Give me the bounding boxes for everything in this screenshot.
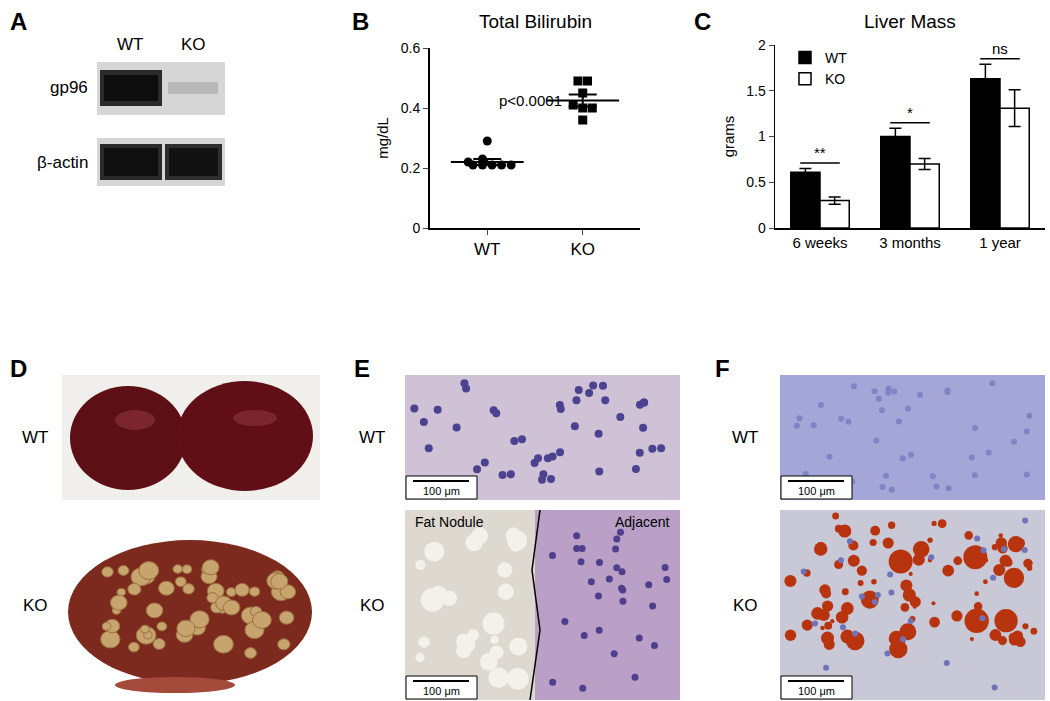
- svg-text:1 year: 1 year: [979, 234, 1021, 251]
- svg-text:100 μm: 100 μm: [798, 685, 835, 697]
- svg-text:gp96: gp96: [50, 78, 88, 97]
- svg-text:KO: KO: [570, 240, 595, 259]
- svg-text:0.4: 0.4: [401, 100, 421, 116]
- svg-text:A: A: [10, 8, 27, 35]
- svg-text:F: F: [715, 355, 730, 382]
- svg-text:KO: KO: [181, 35, 206, 54]
- svg-text:100 μm: 100 μm: [423, 485, 460, 497]
- svg-text:0.5: 0.5: [746, 174, 766, 190]
- svg-text:0: 0: [412, 220, 420, 236]
- svg-text:β-actin: β-actin: [37, 153, 88, 172]
- svg-text:B: B: [352, 8, 369, 35]
- svg-text:p<0.0001: p<0.0001: [499, 92, 562, 109]
- svg-text:WT: WT: [117, 35, 143, 54]
- svg-text:WT: WT: [732, 428, 758, 447]
- svg-text:0: 0: [758, 220, 766, 236]
- svg-text:E: E: [354, 355, 370, 382]
- svg-text:1.5: 1.5: [746, 83, 766, 99]
- svg-text:Total Bilirubin: Total Bilirubin: [479, 11, 592, 32]
- svg-text:KO: KO: [360, 596, 385, 615]
- svg-text:WT: WT: [22, 428, 48, 447]
- svg-text:100 μm: 100 μm: [423, 685, 460, 697]
- svg-text:Fat Nodule: Fat Nodule: [415, 514, 484, 530]
- svg-text:3 months: 3 months: [879, 234, 941, 251]
- svg-text:KO: KO: [23, 596, 48, 615]
- svg-text:2: 2: [758, 37, 766, 53]
- svg-text:C: C: [694, 8, 711, 35]
- svg-text:WT: WT: [474, 240, 500, 259]
- svg-text:ns: ns: [992, 40, 1008, 57]
- svg-text:Adjacent: Adjacent: [615, 514, 670, 530]
- svg-text:**: **: [814, 144, 826, 161]
- svg-text:WT: WT: [825, 50, 847, 66]
- svg-text:100 μm: 100 μm: [798, 485, 835, 497]
- svg-text:mg/dL: mg/dL: [374, 117, 391, 159]
- svg-text:KO: KO: [733, 596, 758, 615]
- svg-text:KO: KO: [825, 71, 845, 87]
- svg-text:WT: WT: [359, 428, 385, 447]
- svg-text:D: D: [10, 355, 27, 382]
- svg-text:Liver Mass: Liver Mass: [864, 11, 956, 32]
- svg-text:6 weeks: 6 weeks: [792, 234, 847, 251]
- svg-text:*: *: [907, 104, 913, 121]
- svg-text:0.6: 0.6: [401, 40, 421, 56]
- svg-text:grams: grams: [720, 116, 737, 158]
- svg-text:1: 1: [758, 128, 766, 144]
- svg-text:0.2: 0.2: [401, 160, 421, 176]
